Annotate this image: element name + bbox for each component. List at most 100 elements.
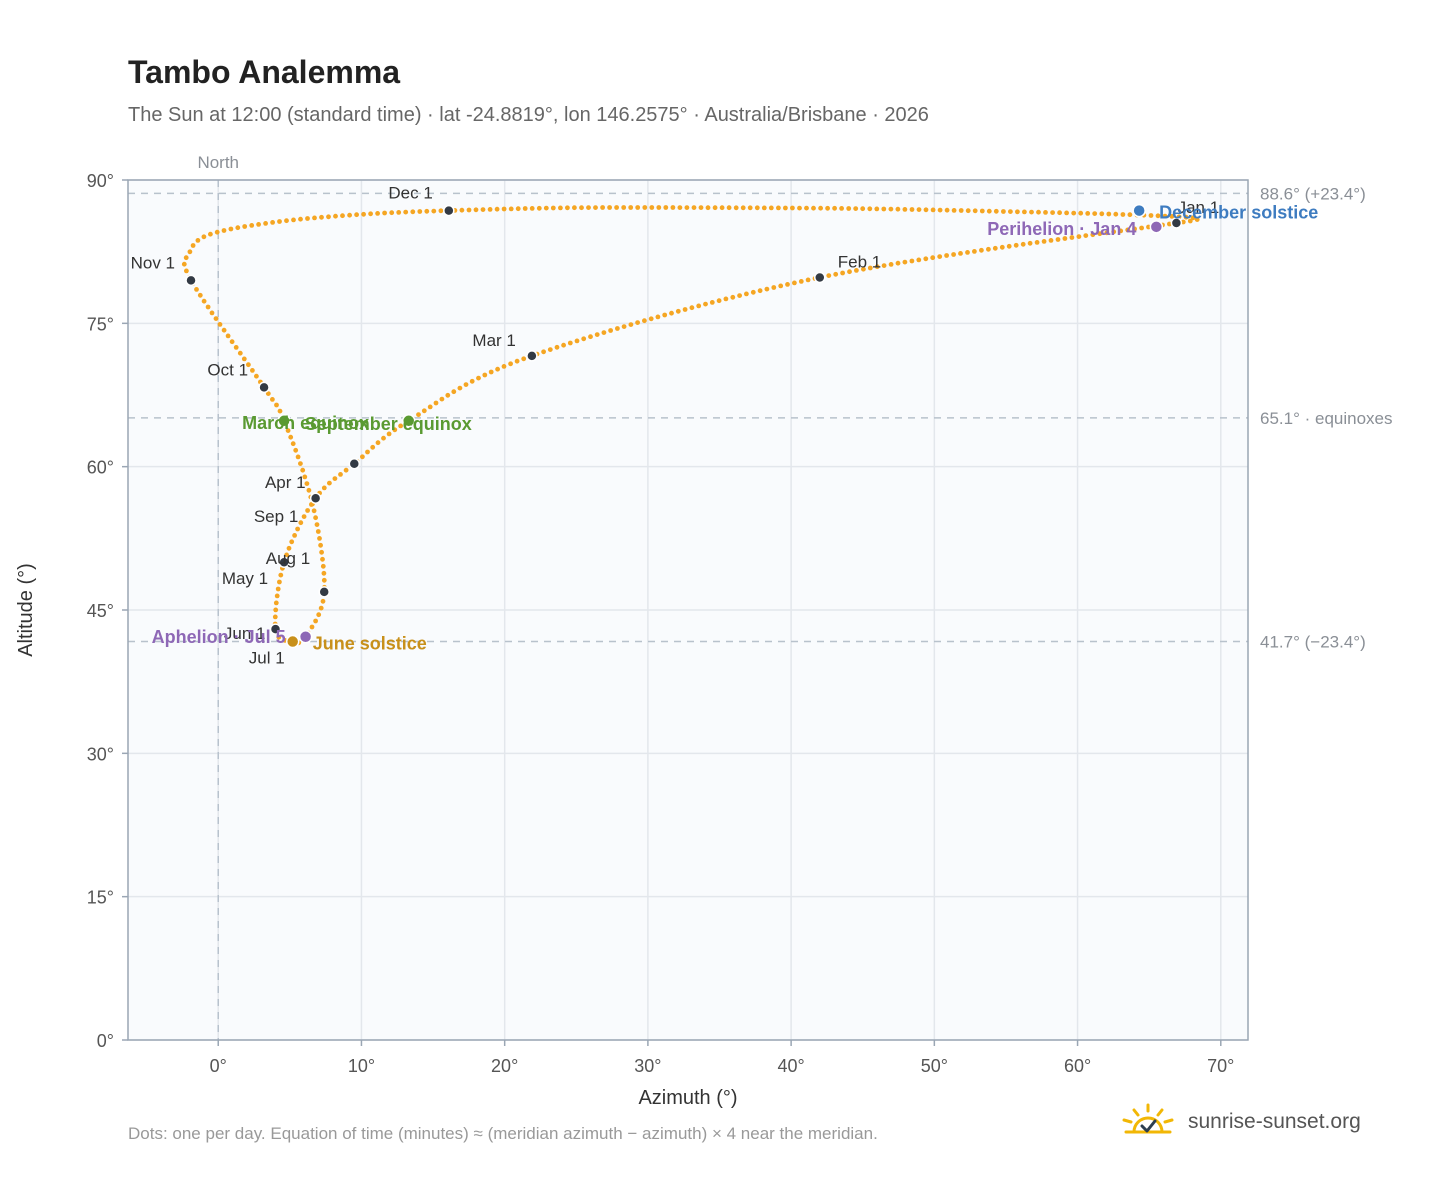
daily-dot bbox=[396, 210, 402, 215]
month-marker-label: May 1 bbox=[222, 569, 268, 588]
daily-dot bbox=[1055, 237, 1061, 242]
daily-dot bbox=[1113, 211, 1119, 217]
daily-dot bbox=[1148, 213, 1154, 218]
daily-dot bbox=[1111, 229, 1117, 235]
daily-dot bbox=[554, 344, 560, 350]
daily-dot bbox=[515, 206, 521, 212]
brand-logo[interactable]: sunrise-sunset.org bbox=[1120, 1102, 1361, 1142]
month-marker-label: Nov 1 bbox=[131, 253, 175, 272]
daily-dot bbox=[572, 205, 577, 211]
daily-dot bbox=[608, 328, 613, 333]
daily-dot bbox=[958, 208, 964, 213]
daily-dot bbox=[235, 225, 241, 231]
daily-dot bbox=[1162, 213, 1168, 219]
daily-dot bbox=[317, 536, 322, 541]
daily-dot bbox=[705, 205, 711, 211]
daily-dot bbox=[723, 296, 729, 302]
daily-dot bbox=[274, 402, 279, 408]
month-marker bbox=[814, 271, 826, 284]
daily-dot bbox=[1139, 225, 1144, 231]
daily-dot bbox=[839, 206, 844, 211]
daily-dot bbox=[293, 447, 299, 453]
daily-dot bbox=[445, 392, 451, 398]
daily-dot bbox=[567, 340, 573, 346]
daily-dot bbox=[315, 529, 321, 534]
daily-dot bbox=[1169, 214, 1175, 219]
daily-dot bbox=[923, 207, 929, 213]
daily-dot bbox=[1078, 210, 1084, 216]
reference-line-label: 41.7° (−23.4°) bbox=[1260, 633, 1366, 652]
daily-dot bbox=[197, 292, 203, 298]
month-marker-label: Feb 1 bbox=[838, 252, 881, 271]
daily-dot bbox=[733, 205, 739, 211]
month-marker bbox=[1170, 217, 1183, 229]
daily-dot bbox=[684, 205, 690, 211]
daily-dot bbox=[853, 206, 859, 212]
daily-dot bbox=[895, 206, 901, 212]
daily-dot bbox=[311, 508, 317, 514]
daily-dot bbox=[354, 212, 359, 218]
daily-dot bbox=[958, 251, 963, 256]
daily-dot bbox=[225, 333, 231, 339]
daily-dot bbox=[276, 634, 282, 640]
daily-dot bbox=[588, 334, 593, 340]
daily-dot bbox=[217, 322, 223, 327]
daily-dot bbox=[1027, 240, 1033, 246]
daily-dot bbox=[916, 257, 922, 263]
daily-dot bbox=[1127, 212, 1133, 218]
daily-dot bbox=[614, 205, 619, 210]
daily-dot bbox=[273, 600, 279, 606]
reference-line-label: 88.6° (+23.4°) bbox=[1260, 184, 1366, 203]
daily-dot bbox=[768, 205, 774, 211]
daily-dot bbox=[993, 208, 999, 214]
daily-dot bbox=[389, 210, 395, 216]
daily-dot bbox=[321, 485, 327, 491]
daily-dot bbox=[1071, 210, 1077, 216]
daily-dot bbox=[1092, 211, 1098, 217]
daily-dot bbox=[228, 226, 234, 232]
daily-dot bbox=[642, 205, 648, 210]
daily-dot bbox=[972, 249, 977, 254]
daily-dot bbox=[1097, 231, 1103, 237]
x-tick-label: 30° bbox=[634, 1056, 661, 1076]
daily-dot bbox=[757, 288, 763, 294]
daily-dot bbox=[421, 408, 427, 414]
daily-dot bbox=[581, 336, 587, 342]
x-tick-label: 60° bbox=[1064, 1056, 1091, 1076]
daily-dot bbox=[263, 221, 268, 226]
daily-dot bbox=[249, 223, 255, 228]
daily-dot bbox=[1183, 214, 1189, 220]
daily-dot bbox=[270, 397, 275, 402]
x-tick-label: 40° bbox=[778, 1056, 805, 1076]
daily-dot bbox=[270, 220, 275, 225]
daily-dot bbox=[832, 205, 837, 211]
daily-dot bbox=[233, 345, 239, 350]
daily-dot bbox=[986, 246, 991, 252]
daily-dot bbox=[298, 520, 304, 526]
daily-dot bbox=[923, 256, 929, 262]
daily-dot bbox=[621, 205, 627, 210]
daily-dot bbox=[187, 249, 193, 255]
daily-dot bbox=[1048, 238, 1054, 243]
y-axis-label: Altitude (°) bbox=[15, 563, 37, 657]
daily-dot bbox=[579, 205, 584, 211]
daily-dot bbox=[764, 286, 770, 292]
month-marker-label: Jul 1 bbox=[249, 649, 285, 668]
y-tick-label: 60° bbox=[87, 458, 114, 478]
daily-dot bbox=[790, 205, 795, 211]
daily-dot bbox=[241, 356, 247, 362]
daily-dot bbox=[909, 207, 915, 212]
daily-dot bbox=[439, 396, 445, 402]
daily-dot bbox=[689, 305, 695, 311]
daily-dot bbox=[246, 362, 251, 368]
daily-dot bbox=[797, 205, 802, 211]
daily-dot bbox=[696, 303, 702, 309]
daily-dot bbox=[574, 338, 580, 344]
daily-dot bbox=[301, 514, 307, 519]
daily-dot bbox=[628, 205, 634, 210]
daily-dot bbox=[691, 205, 697, 211]
daily-dot bbox=[375, 440, 381, 446]
daily-dot bbox=[867, 206, 873, 212]
daily-dot bbox=[698, 205, 704, 211]
month-marker-label: Oct 1 bbox=[207, 360, 248, 379]
